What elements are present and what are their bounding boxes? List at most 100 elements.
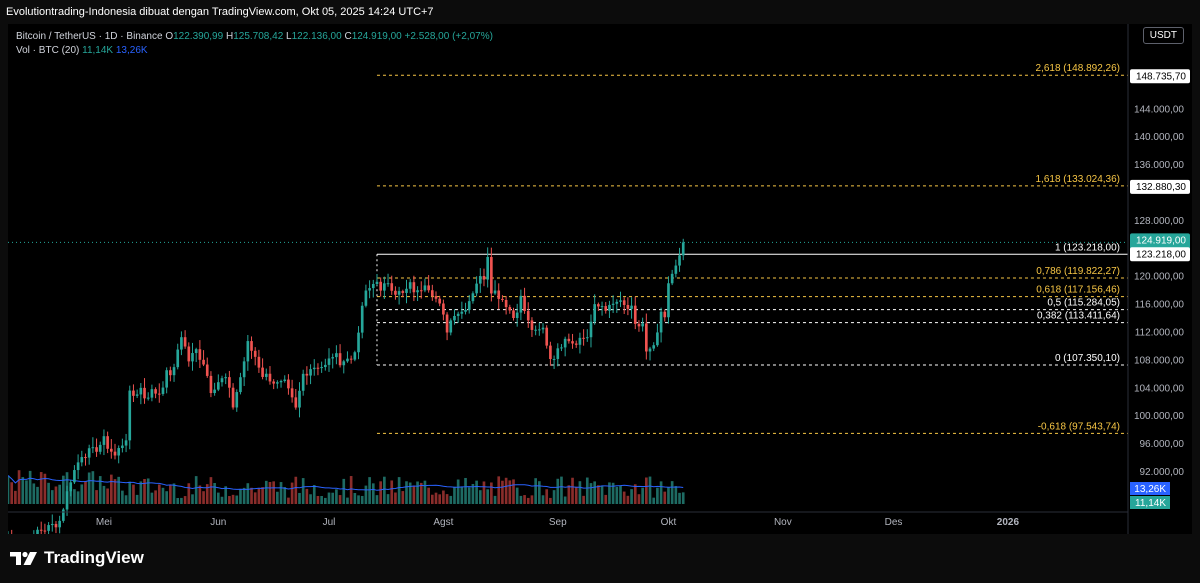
- candle-body: [143, 387, 146, 399]
- candle-body: [102, 436, 106, 445]
- volume-bar: [600, 485, 604, 504]
- price-chart[interactable]: 2,618 (148.892,26) 1,618 (133.024,36) 1 (1…: [8, 24, 1192, 534]
- candle-body: [87, 448, 91, 458]
- candle-body: [109, 448, 113, 452]
- volume-bar: [637, 494, 641, 504]
- volume-bar: [338, 495, 342, 504]
- volume-bar: [512, 479, 515, 504]
- currency-button[interactable]: USDT: [1142, 27, 1184, 44]
- volume-label[interactable]: Vol · BTC (20): [16, 45, 80, 56]
- candle-body: [261, 367, 264, 377]
- tradingview-logo[interactable]: TradingView: [10, 548, 144, 568]
- volume-bar: [416, 481, 419, 504]
- volume-bar: [113, 479, 117, 504]
- volume-tag-label: 13,26K: [1134, 484, 1166, 495]
- volume-bar: [154, 490, 157, 504]
- volume-bar: [39, 472, 43, 504]
- candle-body: [50, 523, 54, 526]
- volume-bar: [504, 477, 508, 504]
- candle-body: [213, 389, 216, 394]
- price-tag: [1130, 69, 1190, 84]
- candle-body: [135, 394, 139, 396]
- candle-body: [98, 444, 102, 452]
- volume-tag: [1130, 482, 1170, 495]
- candle-body: [242, 361, 246, 378]
- y-tick-label: 136.000,00: [1134, 160, 1184, 171]
- chart-frame[interactable]: 2,618 (148.892,26) 1,618 (133.024,36) 1 (1…: [8, 24, 1192, 534]
- volume-bar: [530, 495, 534, 504]
- volume-bar: [486, 489, 489, 504]
- volume-bar: [453, 486, 456, 504]
- volume-bar: [342, 478, 346, 504]
- volume-value: 11,14K: [82, 45, 114, 56]
- candle-body: [106, 436, 109, 449]
- y-tick-label: 92.000,00: [1140, 467, 1185, 478]
- candle-body: [128, 390, 132, 441]
- candle-body: [342, 361, 346, 366]
- volume-bar: [121, 490, 124, 504]
- candle-body: [305, 373, 309, 376]
- volume-bar: [106, 488, 109, 504]
- volume-bar: [478, 490, 482, 504]
- volume-bar: [305, 488, 309, 504]
- symbol-line[interactable]: Bitcoin / TetherUS · 1D · Binance: [16, 31, 163, 42]
- volume-bar: [21, 477, 25, 504]
- volume-bar: [205, 484, 209, 504]
- volume-bar: [25, 480, 28, 504]
- volume-bar: [253, 492, 257, 504]
- candle-body: [161, 387, 165, 394]
- volume-bar: [545, 489, 549, 504]
- y-tick-label: 144.000,00: [1134, 104, 1184, 115]
- volume-bar: [670, 481, 674, 504]
- candle-body: [593, 304, 597, 322]
- candle-body: [571, 341, 574, 344]
- volume-bar: [228, 496, 231, 504]
- candle-body: [530, 320, 534, 330]
- volume-bar: [161, 487, 165, 504]
- candle-body: [198, 349, 202, 360]
- volume-bar: [172, 483, 176, 504]
- candle-body: [390, 283, 394, 291]
- volume-bar: [622, 491, 626, 504]
- volume-bar: [427, 487, 430, 504]
- candle-body: [419, 290, 423, 292]
- volume-bar: [176, 497, 180, 504]
- volume-bar: [375, 495, 379, 504]
- candle-body: [678, 255, 681, 266]
- candle-body: [464, 309, 467, 312]
- volume-bar: [76, 491, 80, 504]
- fib-level-label: -0,618 (97.543,74): [1038, 421, 1120, 432]
- candle-body: [438, 298, 442, 304]
- volume-tag: [1130, 496, 1170, 509]
- volume-bar: [589, 483, 593, 504]
- volume-bar: [560, 476, 563, 504]
- volume-bar: [475, 480, 478, 504]
- volume-bar: [87, 472, 91, 504]
- candle-body: [545, 327, 549, 346]
- volume-bar: [8, 475, 10, 504]
- candle-body: [434, 296, 438, 299]
- candle-body: [353, 352, 357, 360]
- volume-bar: [169, 485, 172, 504]
- volume-bar: [312, 485, 316, 504]
- volume-bar: [515, 487, 519, 504]
- volume-bar: [659, 481, 663, 504]
- candle-body: [169, 370, 172, 376]
- candle-body: [645, 323, 648, 352]
- volume-bar: [279, 482, 283, 504]
- volume-bar: [360, 495, 364, 504]
- candle-body: [397, 291, 401, 295]
- volume-bar: [139, 481, 143, 504]
- volume-bar: [571, 477, 574, 504]
- volume-bar: [109, 474, 113, 504]
- candle-body: [681, 242, 685, 256]
- volume-bar: [390, 480, 394, 504]
- volume-bar: [216, 492, 220, 504]
- volume-bar: [132, 484, 135, 504]
- candle-body: [512, 310, 515, 319]
- candle-body: [205, 364, 209, 376]
- volume-bar: [445, 494, 449, 504]
- candle-body: [298, 390, 301, 408]
- volume-bar: [335, 489, 338, 504]
- fib-level-label: 2,618 (148.892,26): [1035, 63, 1120, 74]
